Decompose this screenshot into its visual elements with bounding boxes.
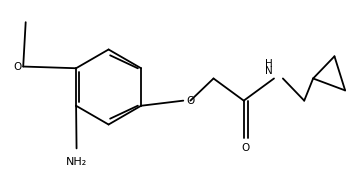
Text: O: O (242, 143, 250, 153)
Text: NH₂: NH₂ (66, 157, 87, 167)
Text: H: H (265, 59, 273, 69)
Text: O: O (186, 96, 194, 106)
Text: O: O (13, 62, 21, 72)
Text: N: N (265, 66, 273, 76)
